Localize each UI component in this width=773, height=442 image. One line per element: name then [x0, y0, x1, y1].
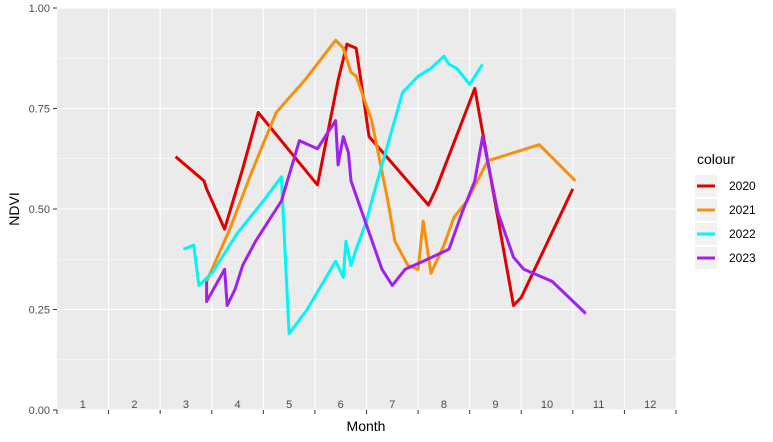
- x-tick-label: 9: [492, 399, 498, 411]
- legend-items: 2020 2021 2022 2023: [695, 175, 756, 269]
- x-tick-label: 1: [80, 399, 86, 411]
- x-tick-label: 10: [541, 399, 553, 411]
- legend-label-2021: 2021: [729, 203, 756, 217]
- series-line-2020: [174, 42, 575, 307]
- x-tick-label: 3: [183, 399, 189, 411]
- legend-label-2022: 2022: [729, 227, 756, 241]
- grid-major: [57, 7, 676, 411]
- y-axis: 0.00 0.25 0.50 0.75 1.00: [29, 3, 57, 417]
- x-tick-label: 5: [286, 399, 292, 411]
- x-tick-label: 8: [441, 399, 447, 411]
- x-tick-label: 6: [338, 399, 344, 411]
- legend-label-2023: 2023: [729, 251, 756, 265]
- series-line-2023: [205, 119, 587, 315]
- x-tick-marks: [56, 410, 677, 414]
- y-axis-title: NDVI: [6, 192, 22, 225]
- x-tick-label: 12: [644, 399, 656, 411]
- y-tick-label: 1.00: [29, 3, 50, 15]
- y-tick-label: 0.75: [29, 104, 50, 116]
- x-tick-label: 11: [593, 399, 604, 411]
- series-lines: [174, 38, 587, 336]
- series-line-2022: [182, 54, 484, 336]
- legend-title: colour: [697, 151, 735, 167]
- x-tick-labels: 1 2 3 4 5 6 7 8 9 10 11 12: [80, 399, 657, 411]
- x-tick-label: 4: [234, 399, 240, 411]
- y-tick-label: 0.25: [29, 305, 50, 317]
- series-line-2021: [205, 38, 577, 283]
- legend: colour 2020 2021 2022 2023: [695, 151, 756, 269]
- legend-label-2020: 2020: [729, 179, 756, 193]
- y-tick-label: 0.50: [29, 204, 50, 216]
- x-tick-label: 7: [389, 399, 395, 411]
- x-axis-title: Month: [347, 418, 386, 434]
- x-tick-label: 2: [131, 399, 137, 411]
- y-tick-label: 0.00: [29, 405, 50, 417]
